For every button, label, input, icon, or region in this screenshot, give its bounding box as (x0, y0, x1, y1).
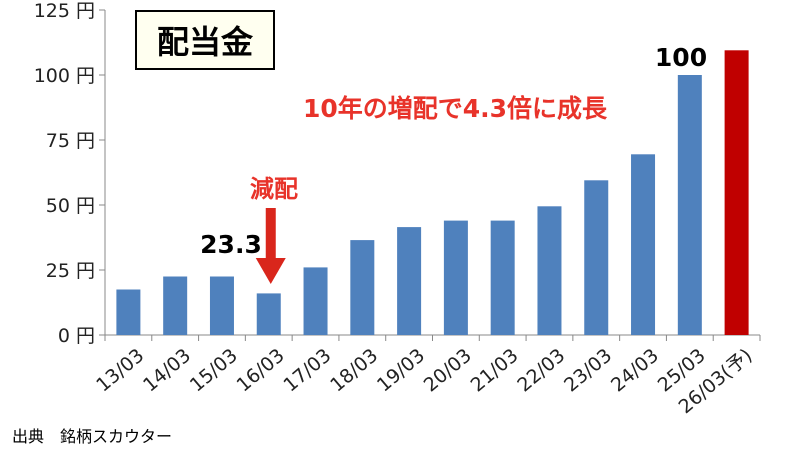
bar (303, 267, 328, 335)
x-tick-label: 14/03 (139, 344, 195, 396)
y-tick-label: 0 円 (58, 325, 95, 347)
x-tick-label: 17/03 (279, 344, 335, 396)
cut-value-label: 23.3 (200, 230, 262, 259)
y-axis-ticks: 0 円 25 円 50 円 75 円 100 円 125 円 (34, 0, 105, 347)
bar (584, 180, 609, 335)
bar (116, 289, 141, 335)
headline-annotation: 10年の増配で4.3倍に成長 (303, 94, 608, 123)
x-tick-label: 18/03 (326, 344, 382, 396)
y-tick-label: 100 円 (34, 65, 95, 87)
x-tick-label: 24/03 (607, 344, 663, 396)
x-tick-label: 20/03 (420, 344, 476, 396)
bar-series (116, 50, 749, 336)
bar (677, 75, 702, 335)
bar (443, 220, 468, 335)
x-tick-label: 13/03 (92, 344, 148, 396)
cut-label-annotation: 減配 (250, 175, 298, 203)
arrow-head (255, 258, 286, 284)
bar (724, 50, 749, 336)
y-tick-label: 125 円 (34, 0, 95, 22)
x-tick-label: 22/03 (513, 344, 569, 396)
bar (350, 240, 375, 335)
bar (209, 276, 234, 335)
source-note: 出典 銘柄スカウター (12, 427, 173, 446)
x-tick-label: 19/03 (373, 344, 429, 396)
bar (397, 227, 422, 335)
last-value-label: 100 (655, 43, 707, 72)
arrow-shaft (265, 208, 276, 260)
y-tick-label: 75 円 (46, 130, 95, 152)
bar (537, 206, 562, 335)
bar (490, 220, 515, 335)
chart-title: 配当金 (135, 10, 275, 70)
x-axis-ticks: 13/0314/0315/0316/0317/0318/0319/0320/03… (92, 335, 761, 418)
bar (163, 276, 188, 335)
x-tick-label: 15/03 (186, 344, 242, 396)
x-tick-label: 16/03 (233, 344, 289, 396)
bar (631, 154, 656, 335)
x-tick-label: 23/03 (560, 344, 616, 396)
bar (256, 293, 281, 335)
y-tick-label: 25 円 (46, 260, 95, 282)
y-tick-label: 50 円 (46, 195, 95, 217)
x-tick-label: 21/03 (467, 344, 523, 396)
